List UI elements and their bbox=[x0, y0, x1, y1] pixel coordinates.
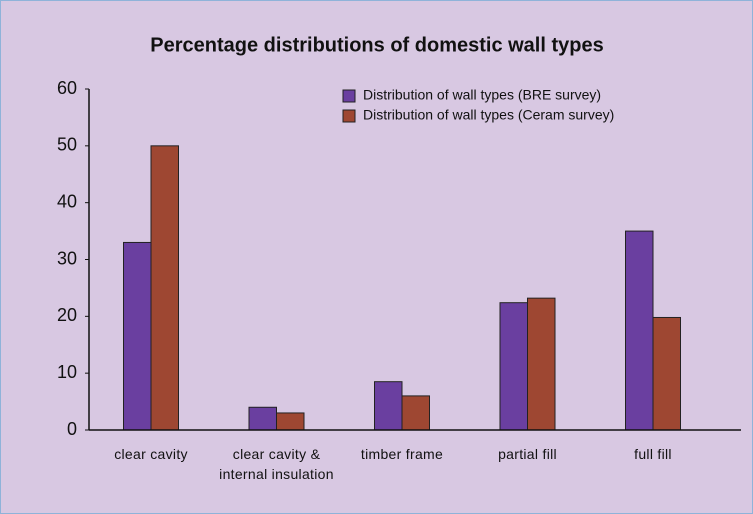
chart-title: Percentage distributions of domestic wal… bbox=[150, 34, 603, 56]
y-tick-label: 50 bbox=[57, 135, 77, 155]
y-tick-label: 0 bbox=[67, 419, 77, 439]
legend-label: Distribution of wall types (Ceram survey… bbox=[363, 107, 614, 123]
legend-swatch bbox=[342, 109, 356, 123]
bar bbox=[276, 412, 305, 431]
x-tick-label: full fill bbox=[634, 446, 672, 462]
y-tick-label: 40 bbox=[57, 191, 77, 211]
legend-swatch bbox=[342, 89, 356, 103]
bar bbox=[123, 241, 152, 431]
x-tick-label: clear cavity bbox=[114, 446, 188, 462]
y-tick-label: 10 bbox=[57, 362, 77, 382]
bar bbox=[374, 381, 403, 431]
bar bbox=[401, 395, 430, 431]
y-tick-label: 60 bbox=[57, 78, 77, 98]
legend-label: Distribution of wall types (BRE survey) bbox=[363, 87, 601, 103]
x-tick-label: clear cavity & internal insulation bbox=[219, 446, 334, 482]
bar bbox=[527, 297, 556, 431]
bar bbox=[652, 316, 681, 431]
y-tick-label: 20 bbox=[57, 305, 77, 325]
x-tick-label: timber frame bbox=[360, 446, 444, 462]
x-tick-label: partial fill bbox=[498, 446, 557, 462]
bar bbox=[150, 145, 179, 431]
bar bbox=[499, 302, 528, 431]
bar bbox=[625, 230, 654, 431]
y-tick-label: 30 bbox=[57, 248, 77, 268]
bar bbox=[248, 406, 277, 431]
